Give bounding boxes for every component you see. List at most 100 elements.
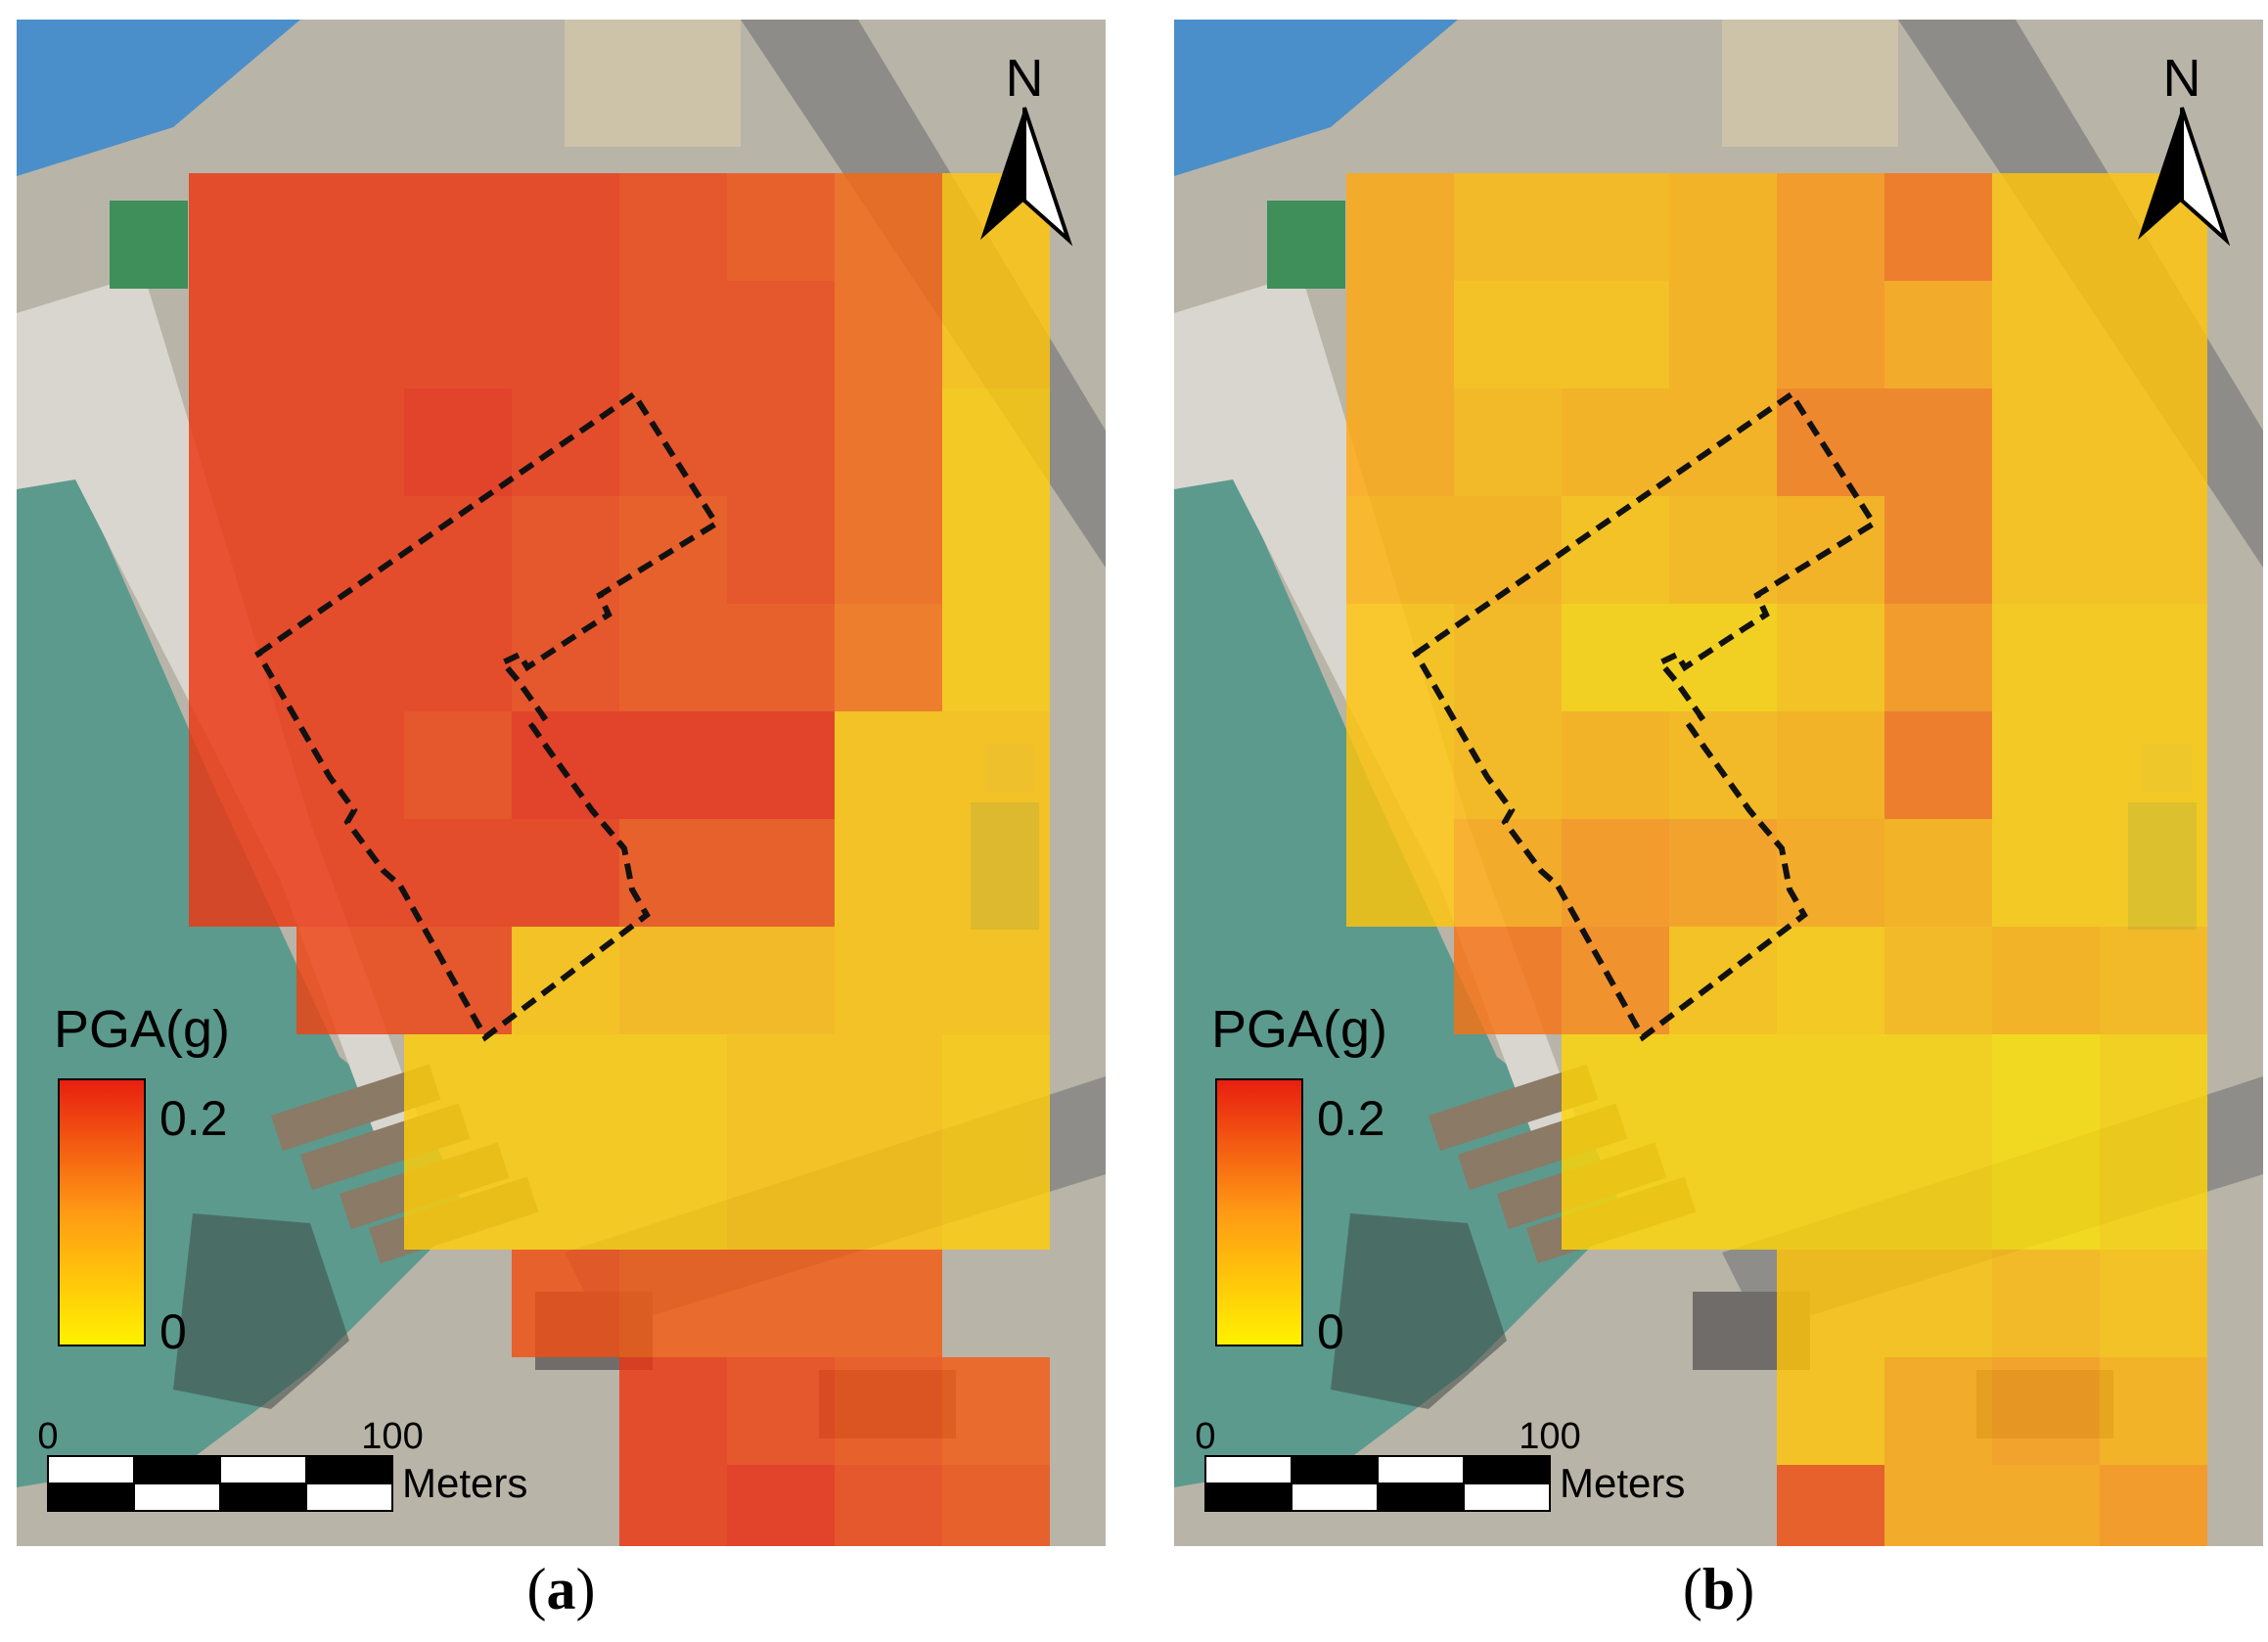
pga-cell bbox=[296, 496, 404, 604]
pga-cell bbox=[619, 281, 727, 388]
pga-cell bbox=[1454, 496, 1562, 604]
legend-max-label: 0.2 bbox=[1317, 1091, 1385, 1146]
pga-cell bbox=[727, 388, 835, 496]
pga-cell bbox=[835, 281, 942, 388]
north-arrow-left bbox=[2138, 108, 2182, 240]
pga-cell bbox=[727, 1034, 835, 1142]
pga-cell bbox=[835, 1357, 942, 1465]
pga-cell bbox=[1992, 281, 2100, 388]
pga-cell bbox=[942, 1357, 1050, 1465]
pga-cell bbox=[727, 1357, 835, 1465]
pga-cell bbox=[1777, 1142, 1884, 1250]
green-field bbox=[110, 201, 188, 289]
pga-cell bbox=[727, 1250, 835, 1357]
north-arrow: N bbox=[2138, 49, 2231, 247]
caption-b: (b) bbox=[1682, 1557, 1755, 1621]
pga-cell bbox=[1777, 1465, 1884, 1546]
north-arrow-right bbox=[1022, 107, 1073, 247]
pga-cell bbox=[619, 1250, 727, 1357]
scale-unit-label: Meters bbox=[402, 1460, 527, 1506]
pga-cell bbox=[1669, 281, 1777, 388]
pga-cell bbox=[619, 173, 727, 281]
scale-segment bbox=[1204, 1455, 1293, 1484]
pga-cell bbox=[1884, 1142, 1992, 1250]
pga-cell bbox=[1884, 1250, 1992, 1357]
pga-cell bbox=[512, 496, 619, 604]
pga-cell bbox=[835, 927, 942, 1034]
pga-cell bbox=[1992, 604, 2100, 711]
scale-segment bbox=[1204, 1482, 1293, 1512]
pga-cell bbox=[1454, 388, 1562, 496]
pga-cell bbox=[1884, 1465, 1992, 1546]
pga-cell bbox=[1346, 496, 1454, 604]
pga-cell bbox=[512, 711, 619, 819]
pga-cell bbox=[1669, 1034, 1777, 1142]
pga-cell bbox=[1346, 819, 1454, 927]
pga-cell bbox=[619, 1142, 727, 1250]
pga-cell bbox=[1777, 388, 1884, 496]
legend: PGA(g) 0.2 0 bbox=[54, 1000, 230, 1359]
pga-cell bbox=[619, 604, 727, 711]
pga-cell bbox=[1562, 604, 1669, 711]
pga-cell bbox=[835, 1034, 942, 1142]
scale-segment bbox=[305, 1482, 393, 1512]
pga-cell bbox=[1992, 388, 2100, 496]
pga-cell bbox=[1884, 1034, 1992, 1142]
pga-cell bbox=[1777, 927, 1884, 1034]
pga-cell bbox=[189, 388, 296, 496]
pga-cell bbox=[2100, 604, 2207, 711]
scale-start-label: 0 bbox=[37, 1416, 58, 1457]
pga-cell bbox=[619, 711, 727, 819]
pga-cell bbox=[1992, 1465, 2100, 1546]
pga-cell bbox=[727, 496, 835, 604]
pga-cell bbox=[1669, 173, 1777, 281]
pga-cell bbox=[727, 927, 835, 1034]
caption-a: (a) bbox=[526, 1557, 596, 1621]
pga-cell bbox=[296, 173, 404, 281]
pga-cell bbox=[2100, 1034, 2207, 1142]
pga-grid bbox=[1346, 173, 2207, 1546]
scale-segment bbox=[133, 1455, 221, 1484]
pga-cell bbox=[1992, 711, 2100, 819]
pga-cell bbox=[727, 1142, 835, 1250]
site-boundary bbox=[1412, 389, 1879, 1042]
scale-segment bbox=[219, 1455, 307, 1484]
pga-cell bbox=[1992, 819, 2100, 927]
pga-cell bbox=[942, 604, 1050, 711]
pga-cell bbox=[835, 388, 942, 496]
pga-cell bbox=[1669, 496, 1777, 604]
pga-cell bbox=[1562, 173, 1669, 281]
scale-segment bbox=[219, 1482, 307, 1512]
building-shadow bbox=[1331, 1213, 1507, 1409]
pga-cell bbox=[404, 604, 512, 711]
sand-area bbox=[565, 20, 741, 147]
pga-cell bbox=[1562, 711, 1669, 819]
pga-cell bbox=[404, 173, 512, 281]
green-field bbox=[1267, 201, 1345, 289]
pga-cell bbox=[2100, 1357, 2207, 1465]
pga-cell bbox=[1992, 173, 2100, 281]
pga-cell bbox=[189, 496, 296, 604]
pga-cell bbox=[1884, 496, 1992, 604]
pga-cell bbox=[1346, 173, 1454, 281]
pga-cell bbox=[1454, 173, 1562, 281]
scale-segment bbox=[305, 1455, 393, 1484]
scale-unit-label: Meters bbox=[1560, 1460, 1685, 1506]
pga-cell bbox=[404, 819, 512, 927]
pga-cell bbox=[727, 604, 835, 711]
pga-cell bbox=[1346, 281, 1454, 388]
map-panel-a: N PGA(g) 0.2 0 0 100 Meters bbox=[17, 20, 1106, 1546]
pga-cell bbox=[619, 388, 727, 496]
pga-cell bbox=[404, 496, 512, 604]
pga-cell bbox=[1454, 927, 1562, 1034]
pga-cell bbox=[404, 711, 512, 819]
building-shadow bbox=[173, 1213, 349, 1409]
scale-segment bbox=[1377, 1455, 1465, 1484]
pga-cell bbox=[1992, 1357, 2100, 1465]
north-label: N bbox=[2163, 49, 2201, 108]
pga-cell bbox=[1562, 496, 1669, 604]
pga-cell bbox=[2100, 711, 2207, 819]
pga-cell bbox=[189, 711, 296, 819]
